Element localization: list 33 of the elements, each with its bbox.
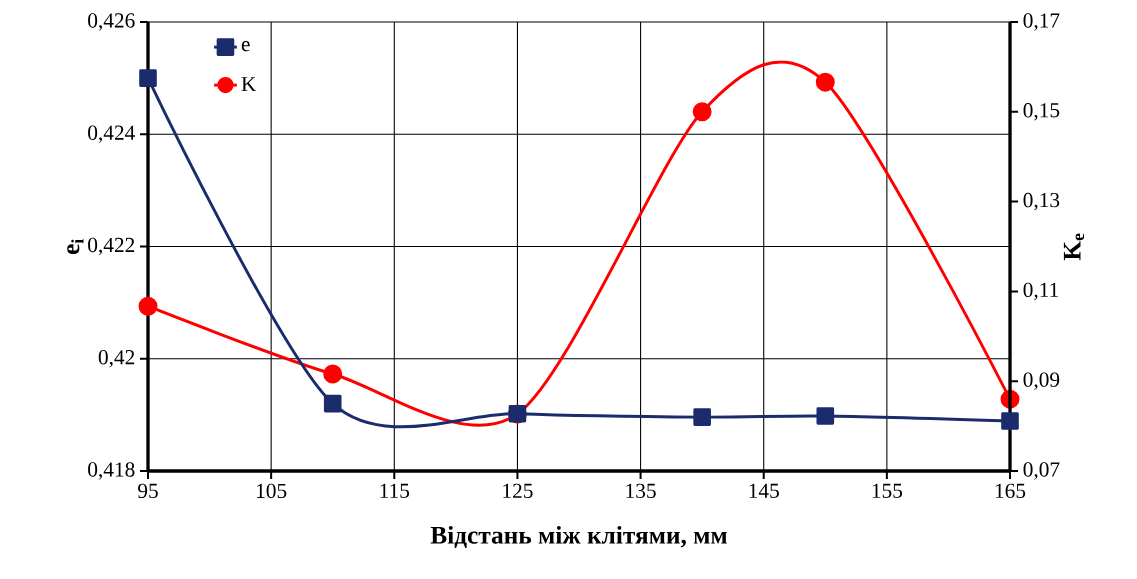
y-tick-label: 0,42 [98, 350, 135, 368]
x-tick-label: 135 [626, 483, 656, 499]
y-axis-title: e$_{i}$ [67, 239, 84, 255]
point [692, 102, 712, 122]
x-tick-label: 115 [380, 483, 410, 498]
y2-tick-label: 0,07 [1023, 462, 1060, 480]
y2-axis-title: K$_{e}$ [1063, 233, 1085, 261]
x-tick-label: 165 [995, 483, 1026, 499]
legend-label: e [241, 41, 250, 52]
y2-tick-label: 0,11 [1023, 282, 1058, 301]
point [693, 408, 711, 426]
x-tick-label: 125 [503, 483, 533, 499]
point [1001, 412, 1019, 430]
y-tick-label: 0,424 [88, 125, 135, 143]
y2-tick-label: 0,13 [1023, 192, 1060, 211]
x-tick-label: 105 [257, 483, 287, 499]
point [139, 69, 157, 87]
point [816, 407, 835, 425]
x-tick-label: 155 [872, 483, 903, 498]
point [138, 296, 158, 316]
y-tick-label: 0,418 [88, 462, 135, 480]
y-tick-label: 0,422 [88, 237, 135, 256]
x-tick-label: 95 [138, 483, 158, 499]
point [323, 394, 342, 413]
y2-tick-label: 0,09 [1023, 372, 1060, 390]
x-tick-label: 145 [749, 483, 779, 498]
point [323, 364, 343, 384]
x-axis-title: Відстань між клітями, мм [430, 525, 727, 548]
y2-tick-label: 0,15 [1023, 103, 1060, 121]
y-tick-label: 0,426 [88, 13, 135, 31]
legend-label: K [241, 77, 257, 92]
point [815, 72, 835, 92]
y2-tick-label: 0,17 [1023, 13, 1060, 31]
